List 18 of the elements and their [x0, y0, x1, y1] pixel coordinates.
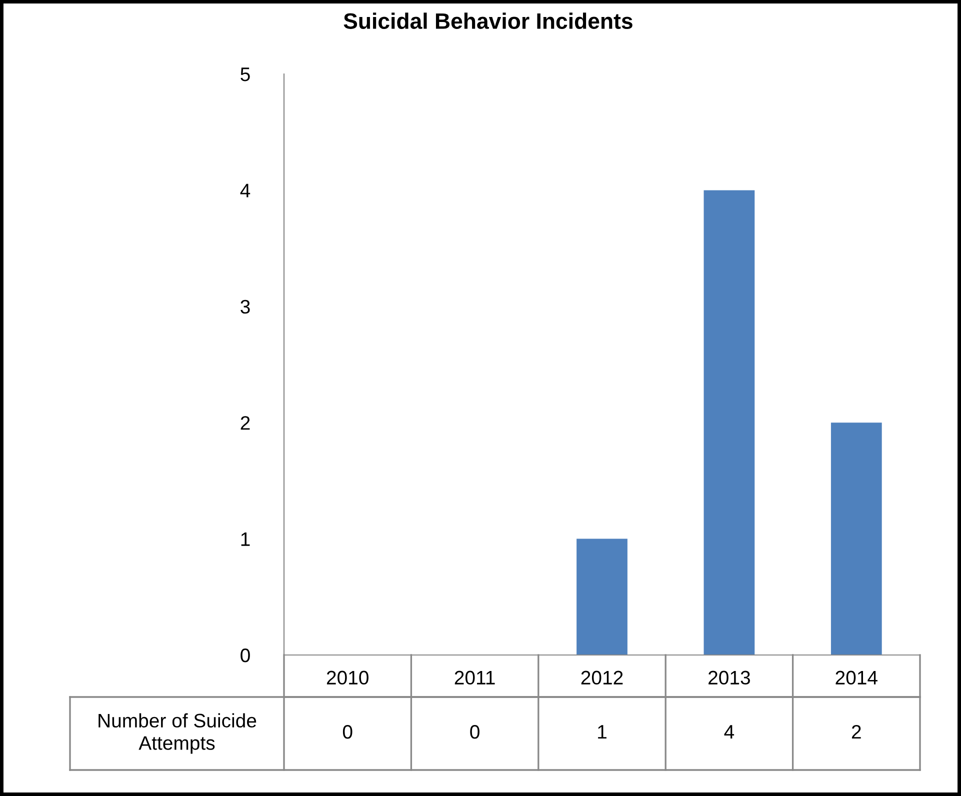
data-label: 2 [852, 724, 861, 739]
y-tick-label: 5 [240, 68, 250, 82]
y-tick-label: 2 [240, 416, 250, 430]
data-label: 0 [470, 724, 480, 739]
data-label: 0 [342, 724, 352, 739]
y-tick-label: 0 [240, 648, 250, 662]
x-tick-label: 2011 [454, 670, 495, 685]
x-tick-label: 2014 [836, 670, 878, 685]
chart-title: Suicidal Behavior Incidents [344, 12, 632, 29]
data-label: 4 [724, 725, 734, 739]
x-tick-label: 2012 [581, 670, 623, 685]
x-tick-label: 2010 [326, 670, 368, 685]
x-tick-label: 2013 [708, 670, 750, 685]
y-tick-label: 1 [241, 532, 250, 546]
data-label: 1 [598, 725, 606, 739]
y-tick-label: 4 [240, 184, 250, 198]
y-tick-label: 3 [240, 300, 250, 314]
text: Number of Suicide Attempts [98, 713, 256, 754]
